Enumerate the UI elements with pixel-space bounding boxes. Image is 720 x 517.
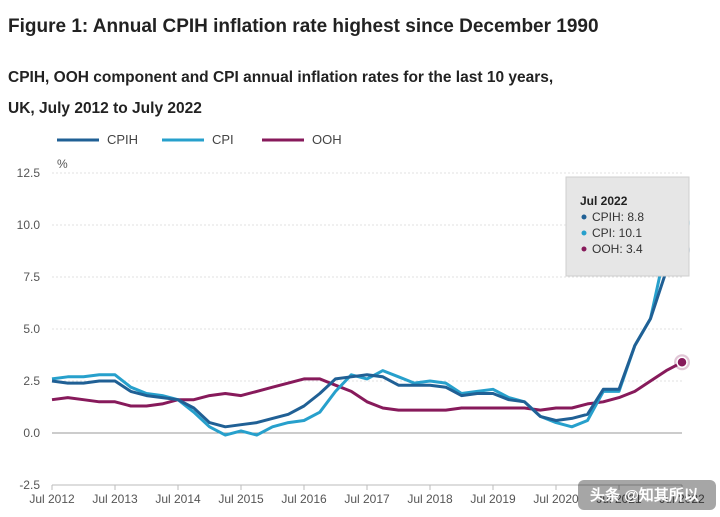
watermark: 头条 @知其所以 (578, 480, 716, 510)
x-tick-label: Jul 2019 (470, 492, 516, 506)
x-tick-label: Jul 2014 (155, 492, 201, 506)
y-tick-label: 5.0 (23, 322, 40, 336)
x-tick-label: Jul 2013 (92, 492, 138, 506)
y-axis-unit-label: % (57, 157, 68, 171)
y-tick-label: -2.5 (19, 478, 40, 492)
x-tick-label: Jul 2022 (659, 492, 705, 506)
series-line-cpih (51, 249, 684, 429)
y-axis: 12.5 10.0 7.5 5.0 2.5 0.0 -2.5 (17, 166, 41, 492)
x-tick-label: Jul 2017 (344, 492, 390, 506)
chart-title: Figure 1: Annual CPIH inflation rate hig… (8, 16, 599, 37)
tooltip-item: OOH: 3.4 (592, 242, 643, 256)
tooltip-dot (581, 214, 587, 220)
series-lines (51, 222, 684, 437)
series-line-cpi (51, 222, 684, 437)
x-tick-label: Jul 2015 (218, 492, 264, 506)
chart-subtitle: CPIH, OOH component and CPI annual infla… (8, 62, 688, 124)
tooltip-item: CPI: 10.1 (592, 226, 642, 240)
x-tick-label: Jul 2012 (29, 492, 75, 506)
x-tick-label: Jul 2018 (407, 492, 453, 506)
x-tick-label: Jul 2021 (596, 492, 642, 506)
legend-label-cpi[interactable]: CPI (212, 132, 234, 147)
legend-label-ooh[interactable]: OOH (312, 132, 342, 147)
tooltip-dot (581, 246, 587, 252)
watermark-text: 头条 @知其所以 (590, 486, 699, 504)
subtitle-line-2: UK, July 2012 to July 2022 (8, 100, 202, 117)
legend-label-cpih[interactable]: CPIH (107, 132, 138, 147)
y-tick-label: 12.5 (17, 166, 41, 180)
tooltip: Jul 2022 CPIH: 8.8 CPI: 10.1 OOH: 3.4 (565, 176, 690, 277)
legend[interactable]: CPIH CPI OOH (57, 132, 342, 147)
tooltip-dot (581, 230, 587, 236)
end-point-ooh[interactable] (676, 356, 688, 369)
tooltip-title: Jul 2022 (580, 194, 628, 208)
subtitle-line-1: CPIH, OOH component and CPI annual infla… (8, 69, 554, 86)
y-tick-label: 2.5 (23, 374, 40, 388)
series-line-ooh (51, 360, 683, 412)
y-tick-label: 0.0 (23, 426, 40, 440)
x-axis: Jul 2012 Jul 2013 Jul 2014 Jul 2015 Jul 2016… (29, 484, 705, 506)
y-tick-label: 7.5 (23, 270, 40, 284)
y-tick-label: 10.0 (17, 218, 41, 232)
x-tick-label: Jul 2016 (281, 492, 327, 506)
x-tick-label: Jul 2020 (533, 492, 579, 506)
tooltip-box (565, 176, 690, 277)
tooltip-item: CPIH: 8.8 (592, 210, 644, 224)
